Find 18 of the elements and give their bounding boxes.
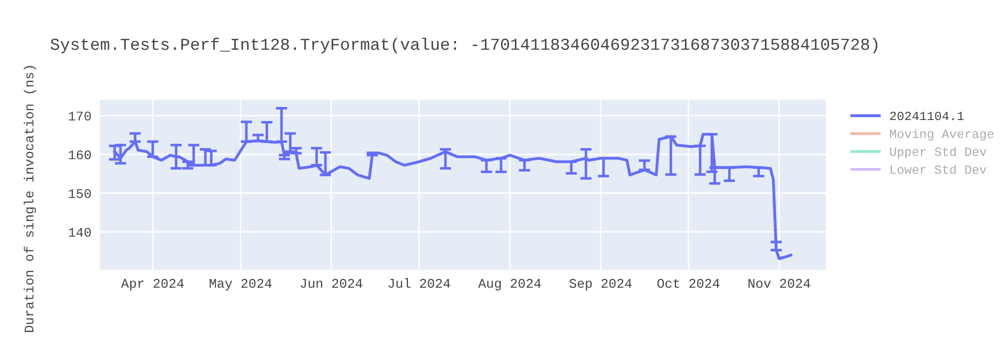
- x-tick-label: Sep 2024: [569, 278, 632, 290]
- x-tick-label: May 2024: [210, 278, 272, 290]
- legend-label: Lower Std Dev: [890, 164, 986, 174]
- legend-label: Moving Average: [890, 128, 994, 141]
- legend-label: Upper Std Dev: [890, 146, 986, 158]
- y-tick-label: 160: [68, 150, 91, 160]
- x-tick-label: Apr 2024: [121, 278, 184, 290]
- x-tick-label: Jun 2024: [300, 278, 362, 288]
- y-tick-label: 150: [68, 189, 91, 198]
- y-axis-title: Duration of single invocation (ns): [24, 66, 36, 332]
- x-tick-label: Jul 2024: [388, 278, 450, 288]
- x-tick-label: Oct 2024: [657, 278, 720, 288]
- y-tick-label: 140: [68, 228, 91, 237]
- chart-title: System.Tests.Perf_Int128.TryFormat(value: -170141183460469231731687303715884105728): [50, 38, 878, 54]
- x-tick-label: Nov 2024: [748, 278, 810, 288]
- y-tick-label: 170: [68, 112, 91, 121]
- legend-label: 20241104.1: [890, 112, 964, 120]
- x-tick-label: Aug 2024: [478, 278, 541, 290]
